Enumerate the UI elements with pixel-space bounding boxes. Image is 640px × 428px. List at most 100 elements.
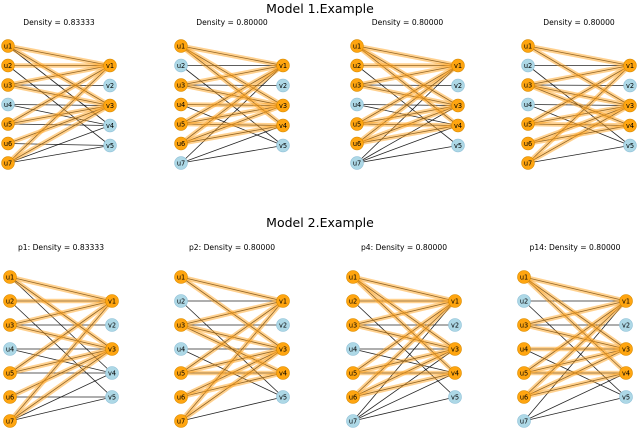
edge-highlight-u7-v1	[5, 63, 113, 166]
edge-highlight-u1-v1	[7, 274, 115, 304]
node-v3	[619, 342, 633, 356]
node-u4	[521, 97, 535, 112]
node-label-v4: v4	[106, 122, 114, 130]
edge-u7-v4	[356, 125, 459, 164]
node-u6	[3, 390, 17, 404]
node-v2	[105, 318, 119, 332]
node-label-u3: u3	[520, 321, 528, 329]
node-v1	[623, 58, 637, 73]
node-u1	[174, 270, 188, 284]
edge-highlight-u5-v1	[525, 63, 633, 127]
node-label-u7: u7	[177, 417, 185, 425]
node-label-v5: v5	[106, 142, 114, 150]
node-v5	[103, 138, 117, 153]
node-label-v1: v1	[454, 62, 462, 70]
node-label-u2: u2	[349, 297, 357, 305]
node-u5	[517, 366, 531, 380]
edge-highlight-u7-v1	[178, 298, 286, 424]
edge-highlight-u6-v3	[7, 346, 115, 400]
edge-highlight-u1-v1	[521, 274, 629, 304]
subplot-r1c2: Density = 0.80000 u1 u2 u3 u4 u5 u6 u7 v1 v2 v3 v4 v…	[174, 18, 290, 170]
edge-highlight-u7-v3	[178, 346, 286, 424]
node-label-u4: u4	[177, 345, 185, 353]
edge-highlight-u1-v1	[178, 274, 286, 304]
node-u7	[1, 156, 15, 170]
node-u1	[517, 270, 531, 284]
node-label-v4: v4	[626, 122, 634, 130]
node-v4	[451, 118, 465, 133]
node-label-u4: u4	[353, 101, 361, 109]
node-label-u7: u7	[353, 159, 361, 167]
node-u5	[3, 366, 17, 380]
edge-u7-v5	[180, 145, 284, 164]
edge-u7-v5	[523, 396, 627, 422]
node-u3	[174, 78, 188, 92]
node-label-u1: u1	[353, 42, 361, 50]
edge-highlight-u5-v1	[354, 63, 461, 127]
node-u5	[174, 366, 188, 380]
edge-highlight-u6-v1	[350, 298, 458, 400]
node-v5	[105, 390, 119, 404]
subplot-title: Density = 0.83333	[23, 18, 95, 27]
node-label-u1: u1	[177, 273, 185, 281]
node-label-u6: u6	[177, 140, 185, 148]
node-label-u5: u5	[353, 120, 361, 128]
node-label-v1: v1	[108, 297, 116, 305]
node-label-u4: u4	[6, 345, 14, 353]
subplot-r2c4: p14: Density = 0.80000 u1 u2 u3 u4 u5 u6 u7 v1 v2…	[517, 243, 633, 428]
node-u6	[350, 136, 364, 151]
node-v4	[623, 118, 637, 133]
node-v4	[619, 366, 633, 380]
subplot-r1c3: Density = 0.80000 u1 u2 u3 u4 u5 u6 u7 v1 v2 v3 v4 v…	[350, 18, 465, 170]
node-label-u5: u5	[520, 369, 528, 377]
edge-u3-v2	[527, 84, 631, 86]
node-u3	[517, 318, 531, 332]
node-v3	[276, 342, 290, 356]
node-label-u3: u3	[4, 81, 12, 89]
node-u1	[521, 39, 535, 53]
node-label-v3: v3	[454, 102, 462, 110]
node-v2	[103, 78, 117, 93]
node-label-u1: u1	[349, 273, 357, 281]
node-label-u2: u2	[177, 297, 185, 305]
edge-highlight-u7-v3	[525, 103, 633, 166]
edge-highlight-u6-v3	[521, 346, 629, 400]
node-label-v4: v4	[279, 122, 287, 130]
edge-highlight-u6-v4	[178, 123, 286, 146]
edge-highlight-u1-v1	[5, 43, 113, 68]
node-v4	[105, 366, 119, 380]
node-label-u3: u3	[353, 81, 361, 89]
node-v5	[619, 390, 633, 404]
edge-highlight-u6-v3	[178, 346, 286, 400]
node-v1	[276, 58, 290, 73]
node-u4	[174, 97, 188, 112]
node-u7	[521, 156, 535, 170]
node-u6	[517, 390, 531, 404]
subplot-title: Density = 0.80000	[372, 18, 444, 27]
node-label-u3: u3	[177, 321, 185, 329]
edge-highlight-u6-v4	[521, 370, 629, 400]
node-u5	[521, 117, 535, 131]
edge-u7-v5	[352, 396, 456, 422]
node-label-v1: v1	[279, 62, 287, 70]
node-u3	[521, 78, 535, 92]
node-u4	[517, 342, 531, 356]
edge-highlight-u3-v1	[7, 298, 115, 328]
subplot-title: Density = 0.80000	[543, 18, 615, 27]
node-label-u7: u7	[349, 417, 357, 425]
node-v3	[623, 98, 637, 113]
node-label-u5: u5	[177, 369, 185, 377]
node-label-u5: u5	[524, 120, 532, 128]
node-u3	[174, 318, 188, 332]
node-u2	[3, 294, 17, 308]
row2-main-title: Model 2.Example	[266, 215, 374, 230]
node-label-u6: u6	[349, 393, 357, 401]
edge-highlight-u6-v1	[178, 63, 286, 146]
node-label-v2: v2	[106, 82, 114, 90]
node-label-u6: u6	[177, 393, 185, 401]
subplot-title: p1: Density = 0.83333	[18, 243, 104, 252]
node-label-v2: v2	[454, 82, 462, 90]
node-u3	[350, 78, 364, 92]
node-u5	[174, 117, 188, 131]
node-label-u1: u1	[177, 42, 185, 50]
